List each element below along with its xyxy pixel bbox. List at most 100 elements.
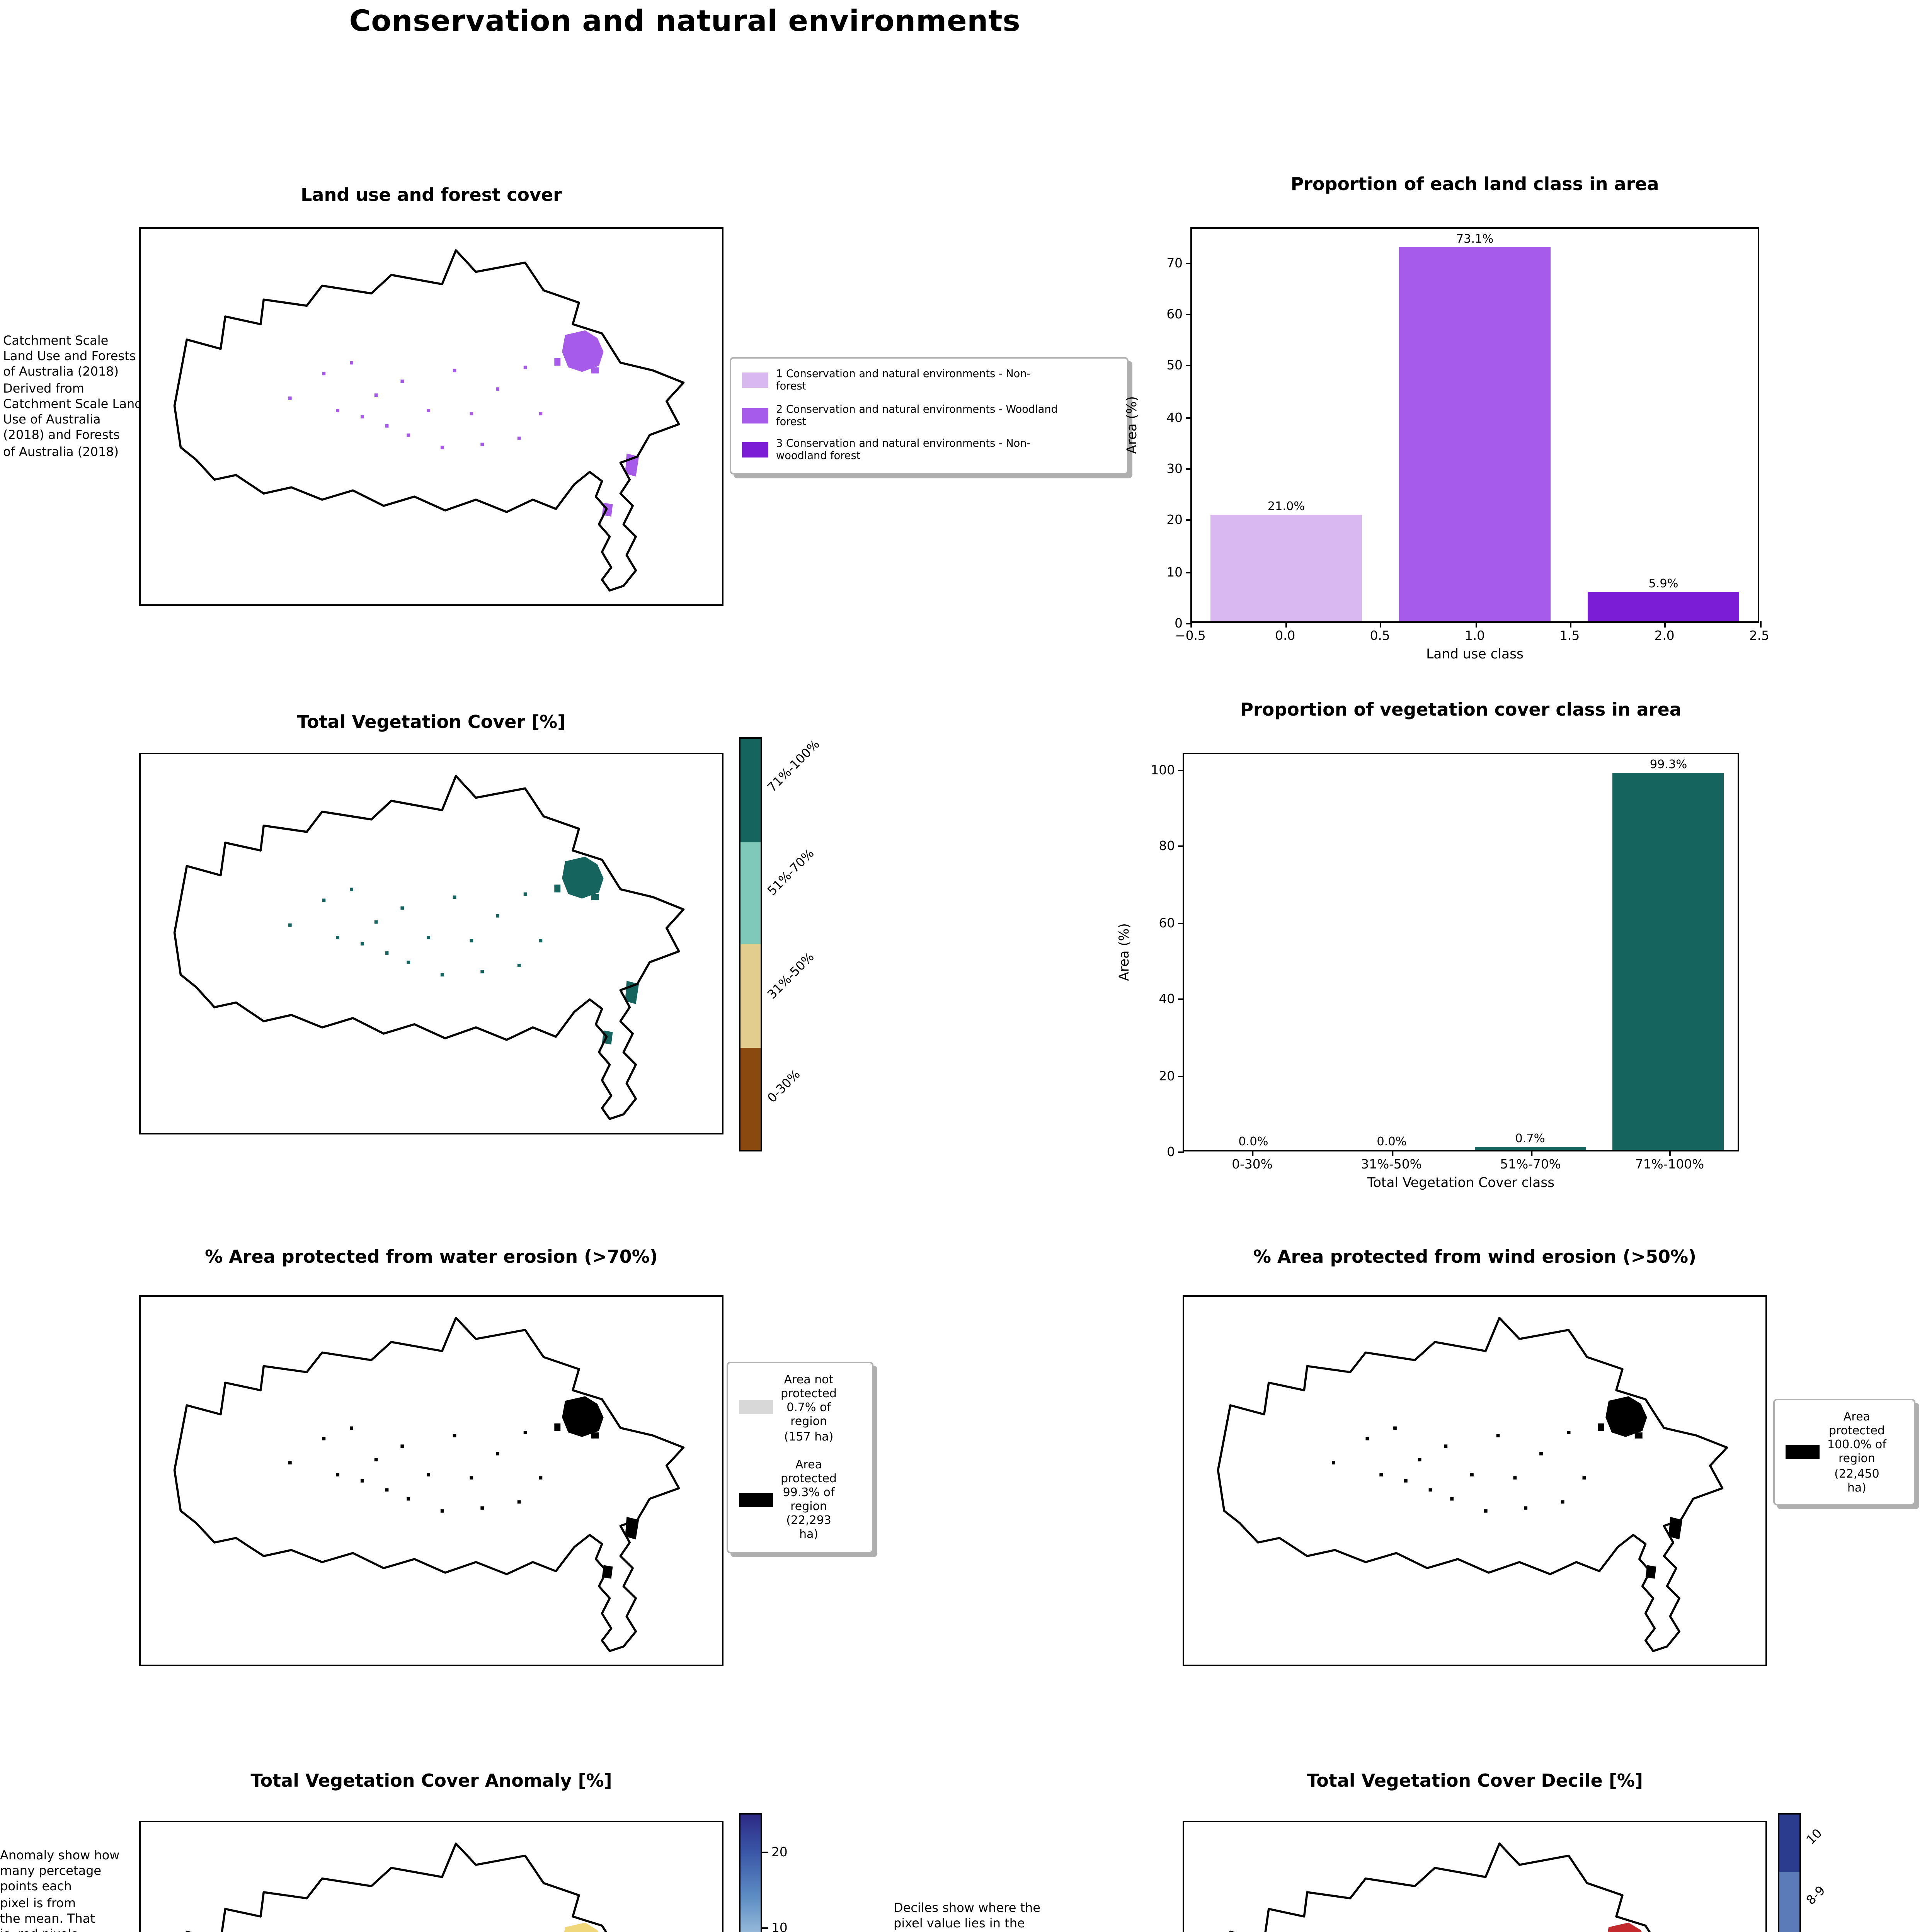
colorbar-tick: 20 <box>761 1843 788 1859</box>
x-tick-label: 2.0 <box>1654 621 1675 643</box>
veg-cover-map-canvas <box>141 754 722 1133</box>
y-tick-label: 70 <box>1166 254 1192 270</box>
bar: 99.3% <box>1613 758 1724 1150</box>
x-axis-label: Total Vegetation Cover class <box>1367 1176 1555 1192</box>
land-use-legend: 1 Conservation and natural environments … <box>730 357 1129 474</box>
legend-entry: 1 Conservation and natural environments … <box>742 368 1116 393</box>
x-axis-label: Land use class <box>1426 648 1524 663</box>
x-tick-label: 1.5 <box>1559 621 1580 643</box>
decile-low-patches <box>1331 1922 1683 1932</box>
wind-erosion-patches <box>1331 1396 1683 1579</box>
x-tick-label: 0.0 <box>1275 621 1295 643</box>
veg-cover-colorbar: 71%-100% 51%-70% 31%-50% 0-30% <box>739 736 847 1151</box>
bar-value-label: 0.7% <box>1515 1132 1545 1146</box>
y-tick-label: 40 <box>1159 991 1185 1007</box>
legend-swatch-protected <box>1786 1445 1820 1459</box>
x-tick-label: 71%-100% <box>1635 1150 1704 1172</box>
wind-erosion-map-title: % Area protected from wind erosion (>50%… <box>1253 1246 1697 1267</box>
bar-value-label: 73.1% <box>1456 232 1494 246</box>
plot-area: 21.0% 73.1% 5.9% <box>1192 229 1758 621</box>
bar: 21.0% <box>1210 498 1362 621</box>
veg-class-bar-chart: Proportion of vegetation cover class in … <box>1118 699 1739 1192</box>
wind-erosion-map <box>1183 1295 1767 1666</box>
colorbar-label: 31%-50% <box>765 949 817 1001</box>
wind-erosion-legend: Area protected 100.0% of region (22,450 … <box>1773 1399 1915 1505</box>
legend-entry: Area protected 99.3% of region (22,293 h… <box>739 1457 861 1542</box>
colorbar <box>739 1813 762 1932</box>
land-class-chart-title: Proportion of each land class in area <box>1290 173 1659 195</box>
veg-cover-patches <box>288 857 639 1045</box>
legend-swatch-nonwoodland <box>742 442 768 458</box>
bar: 5.9% <box>1588 576 1739 621</box>
y-tick-label: 30 <box>1166 461 1192 476</box>
y-tick-label: 100 <box>1151 761 1183 777</box>
legend-entry: Area not protected 0.7% of region (157 h… <box>739 1372 861 1443</box>
anomaly-map-canvas <box>141 1822 722 1932</box>
bar-value-label: 0.0% <box>1377 1134 1407 1148</box>
anomaly-map <box>139 1821 723 1932</box>
catchment-boundary <box>175 1318 684 1651</box>
colorbar-label: 71%-100% <box>765 736 822 794</box>
land-use-map <box>139 227 723 606</box>
water-erosion-patches <box>288 1396 639 1579</box>
legend-entry: 2 Conservation and natural environments … <box>742 403 1116 428</box>
colorbar-segment <box>740 739 761 842</box>
y-tick-label: 60 <box>1166 306 1192 321</box>
veg-cover-map-title: Total Vegetation Cover [%] <box>297 711 566 733</box>
legend-label: Area protected 100.0% of region (22,450 … <box>1827 1410 1886 1494</box>
legend-label: Area protected 99.3% of region (22,293 h… <box>781 1457 837 1542</box>
x-tick-label: 1.0 <box>1464 621 1485 643</box>
decile-note: Deciles show where the pixel value lies … <box>894 1901 1041 1931</box>
land-class-bar-chart: Proportion of each land class in area 0 1… <box>1125 173 1769 663</box>
legend-label: 3 Conservation and natural environments … <box>776 437 1031 463</box>
land-use-map-title: Land use and forest cover <box>301 184 562 206</box>
y-tick-label: 20 <box>1159 1067 1185 1083</box>
anomaly-note: Anomaly show how many percetage points e… <box>0 1849 120 1932</box>
legend-entry: 3 Conservation and natural environments … <box>742 438 1116 463</box>
legend-swatch-protected <box>739 1492 773 1507</box>
legend-label: Area not protected 0.7% of region (157 h… <box>781 1372 837 1443</box>
y-tick-label: 80 <box>1159 838 1185 854</box>
wind-erosion-map-canvas <box>1184 1297 1765 1665</box>
bar-value-label: 21.0% <box>1267 498 1305 513</box>
legend-swatch-not-protected <box>739 1401 773 1415</box>
water-erosion-legend: Area not protected 0.7% of region (157 h… <box>727 1362 873 1553</box>
x-ticks: −0.5 0.0 0.5 1.0 1.5 2.0 2.5 <box>1175 621 1769 643</box>
colorbar-label: 51%-70% <box>765 845 817 898</box>
x-tick-label: 31%-50% <box>1361 1150 1422 1172</box>
bar: 0.7% <box>1474 1132 1586 1150</box>
y-axis-label: Area (%) <box>1125 396 1141 454</box>
decile-map <box>1183 1821 1767 1932</box>
bar-value-label: 5.9% <box>1648 576 1678 590</box>
anomaly-colorbar: 20 10 0 −10 −20 <box>739 1813 832 1932</box>
veg-cover-map <box>139 753 723 1134</box>
anomaly-map-title: Total Vegetation Cover Anomaly [%] <box>250 1770 612 1791</box>
veg-class-chart-title: Proportion of vegetation cover class in … <box>1240 699 1682 720</box>
x-tick-label: −0.5 <box>1175 621 1206 643</box>
colorbar <box>739 737 762 1151</box>
plot-area: 0.0% 0.0% 0.7% 99.3% <box>1184 754 1738 1150</box>
x-tick-label: 2.5 <box>1749 621 1770 643</box>
y-ticks: 0 20 40 60 80 100 <box>1141 753 1185 1159</box>
colorbar-segment <box>1779 1815 1799 1871</box>
decile-map-title: Total Vegetation Cover Decile [%] <box>1306 1770 1643 1791</box>
colorbar-label: 10 <box>1804 1825 1825 1847</box>
y-tick-label: 50 <box>1166 357 1192 373</box>
land-use-note: Catchment Scale Land Use and Forests of … <box>3 334 143 459</box>
y-tick-label: 10 <box>1166 563 1192 579</box>
x-tick-label: 51%-70% <box>1500 1150 1561 1172</box>
colorbar <box>1778 1813 1801 1932</box>
bar-value-label: 0.0% <box>1238 1134 1268 1148</box>
legend-swatch-woodland <box>742 408 768 423</box>
y-ticks: 0 10 20 30 40 50 60 70 <box>1149 227 1192 631</box>
legend-swatch-nonforest <box>742 373 768 389</box>
legend-label: 1 Conservation and natural environments … <box>776 368 1031 393</box>
y-tick-label: 0 <box>1175 615 1192 631</box>
colorbar-segment <box>740 842 761 944</box>
bar-value-label: 99.3% <box>1650 758 1687 772</box>
legend-label: 2 Conservation and natural environments … <box>776 403 1058 428</box>
x-tick-label: 0-30% <box>1232 1150 1273 1172</box>
x-tick-label: 0.5 <box>1370 621 1390 643</box>
decile-map-canvas <box>1184 1822 1765 1932</box>
